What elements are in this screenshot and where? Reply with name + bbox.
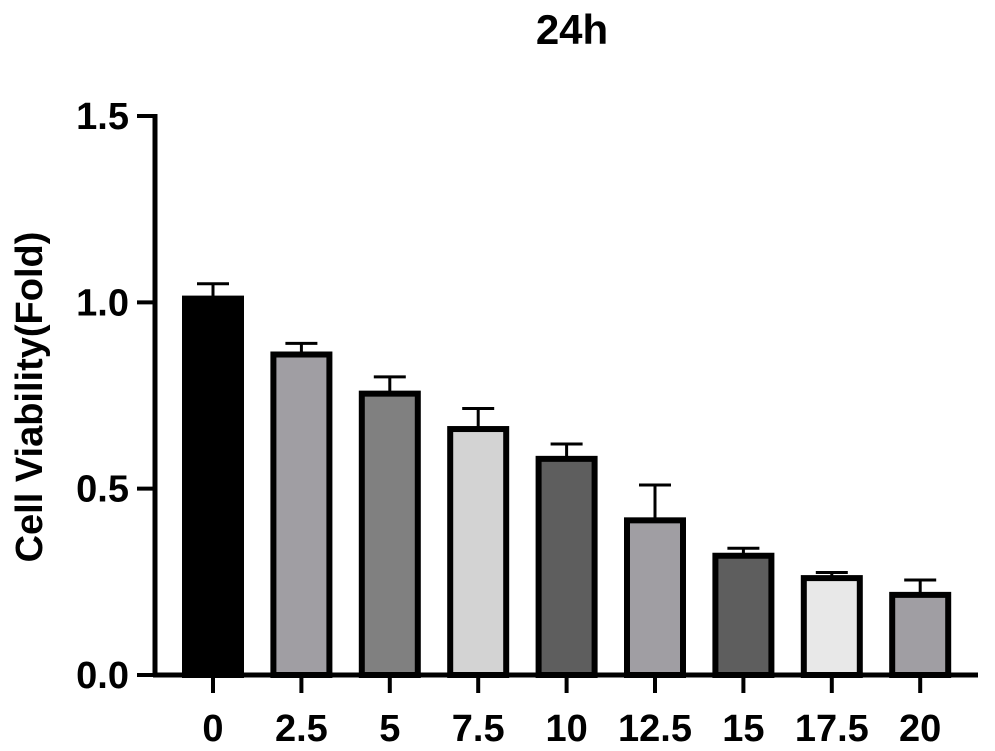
bar-20 [889, 591, 952, 678]
y-tick-label: 0.5 [76, 469, 129, 511]
bar-7.5 [447, 426, 510, 679]
chart-title: 24h [536, 6, 608, 53]
bar-0 [182, 295, 244, 678]
y-tick-label: 1.0 [76, 282, 129, 324]
bar-15 [712, 552, 775, 678]
axes-layer: 0.0 0.5 1.0 1.5 0 2.5 5 7.5 10 12.5 15 17.5 20 [76, 96, 978, 750]
bar-5 [358, 390, 421, 678]
x-tick-label: 15 [722, 708, 764, 750]
y-tick-label: 0.0 [76, 655, 129, 697]
y-tick-label: 1.5 [76, 96, 129, 138]
y-axis-title: Cell Viability(Fold) [9, 232, 51, 563]
x-tick-label: 2.5 [275, 708, 328, 750]
bar-10 [535, 455, 598, 678]
x-tick-label: 12.5 [618, 708, 692, 750]
x-tick-label: 0 [202, 708, 223, 750]
x-tick-label: 20 [899, 708, 941, 750]
bar-12.5 [624, 517, 686, 678]
bar-2.5 [270, 351, 333, 678]
bars-layer [182, 282, 952, 679]
x-tick-label: 7.5 [452, 708, 505, 750]
x-tick-label: 5 [379, 708, 400, 750]
x-tick-label: 10 [545, 708, 587, 750]
bar-17.5 [800, 575, 863, 679]
x-tick-label: 17.5 [795, 708, 869, 750]
